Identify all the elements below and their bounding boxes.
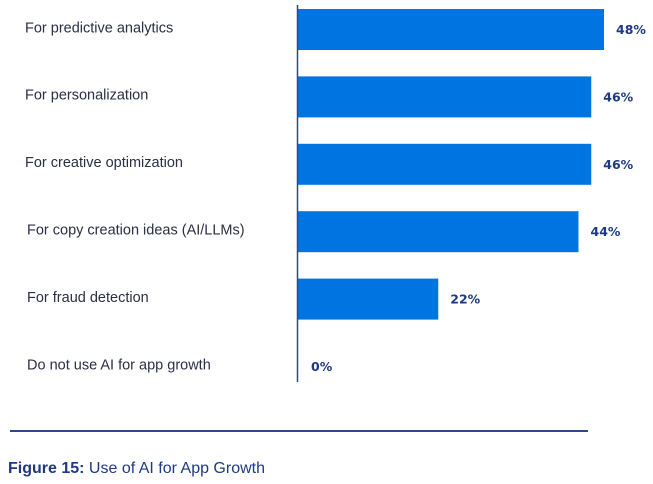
- bar: [298, 143, 592, 185]
- category-label: For copy creation ideas (AI/LLMs): [27, 223, 245, 239]
- figure-number: Figure 15:: [8, 460, 85, 477]
- bar: [298, 76, 592, 118]
- category-label: For personalization: [25, 88, 148, 104]
- value-label: 46%: [603, 89, 633, 104]
- value-label: 46%: [603, 157, 633, 172]
- value-label: 44%: [591, 224, 621, 239]
- value-label: 22%: [450, 292, 480, 307]
- bar: [298, 278, 439, 320]
- value-label: 0%: [311, 359, 333, 374]
- category-label: For fraud detection: [27, 290, 149, 306]
- value-label: 48%: [616, 22, 646, 37]
- category-label: For predictive analytics: [25, 20, 173, 36]
- category-label: Do not use AI for app growth: [27, 357, 211, 373]
- bars-layer: For predictive analytics 48% For personali…: [25, 9, 646, 374]
- figure-caption: Figure 15: Use of AI for App Growth: [8, 460, 265, 478]
- bar: [298, 9, 604, 50]
- bar-chart: For predictive analytics 48% For personali…: [25, 5, 646, 382]
- bar: [298, 211, 579, 253]
- figure-title: Use of AI for App Growth: [84, 460, 265, 477]
- divider-line: [10, 430, 588, 432]
- category-label: For creative optimization: [25, 155, 183, 171]
